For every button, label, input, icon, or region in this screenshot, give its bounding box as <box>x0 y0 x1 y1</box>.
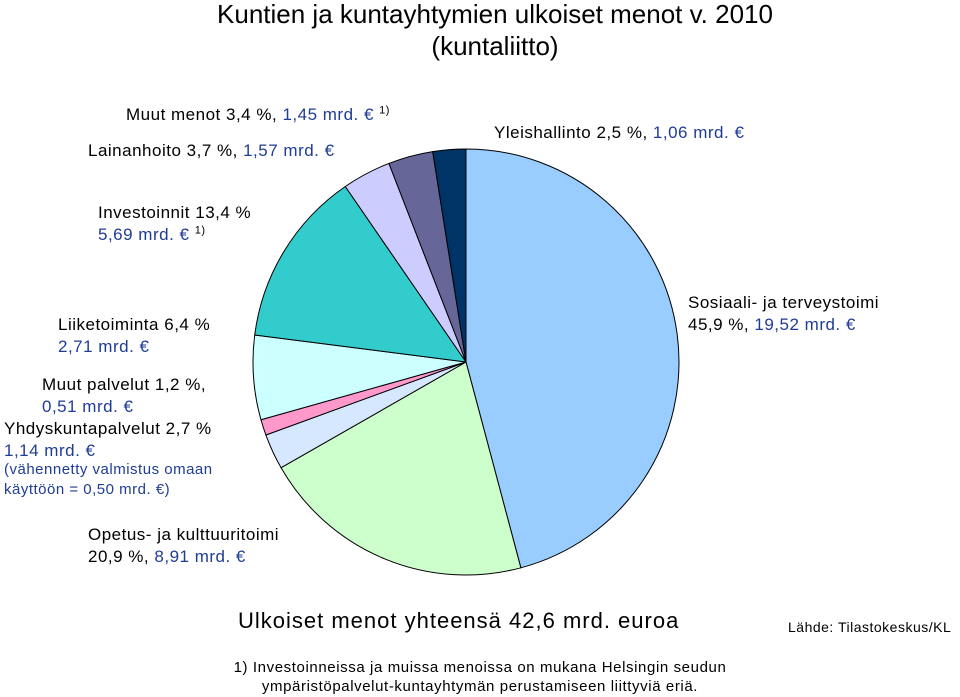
pie-slice-opetus-ja-kulttuuritoimi <box>280 361 522 576</box>
pie-slice-investoinnit <box>254 186 467 363</box>
label-amount: 5,69 mrd. € <box>98 225 190 244</box>
footnote-line-2: ympäristöpalvelut-kuntayhtymän perustami… <box>261 678 699 695</box>
label-name: Lainanhoito <box>88 141 182 160</box>
label-pct: 45,9 %, <box>688 315 750 334</box>
footnote-line-1: 1) Investoinneissa ja muissa menoissa on… <box>233 659 727 676</box>
label-amount: 8,91 mrd. € <box>154 547 246 566</box>
label-amount: 0,51 mrd. € <box>42 397 134 416</box>
footnote-mark: 1) <box>379 104 390 117</box>
pie-slice-sosiaali-ja-terveystoimi <box>465 148 680 569</box>
chart-title: Kuntien ja kuntayhtymien ulkoiset menot … <box>217 0 773 29</box>
label-pct: 20,9 %, <box>88 547 150 566</box>
label-amount: 2,71 mrd. € <box>58 337 150 356</box>
label-pct: 3,4 %, <box>226 105 278 124</box>
label-amount: 19,52 mrd. € <box>754 315 856 334</box>
chart-subtitle: (kuntaliitto) <box>431 31 559 61</box>
total-text: Ulkoiset menot yhteensä 42,6 mrd. euroa <box>238 608 680 633</box>
label-sosiaali-ja-terveystoimi: Sosiaali- ja terveystoimi 45,9 %, 19,52 … <box>688 292 879 336</box>
label-pct: 1,2 %, <box>154 375 207 394</box>
label-opetus-ja-kulttuuritoimi: Opetus- ja kulttuuritoimi 20,9 %, 8,91 m… <box>88 524 279 568</box>
label-yhdyskuntapalvelut: Yhdyskuntapalvelut 2,7 % 1,14 mrd. € <box>4 418 212 462</box>
label-name: Yhdyskuntapalvelut <box>4 419 161 438</box>
label-amount: 1,45 mrd. € <box>282 105 374 124</box>
source-text: Lähde: Tilastokeskus/KL <box>788 619 952 635</box>
label-muut-palvelut: Muut palvelut 1,2 %, 0,51 mrd. € <box>42 374 206 418</box>
label-pct: 2,7 % <box>165 419 212 438</box>
label-liiketoiminta: Liiketoiminta 6,4 % 2,71 mrd. € <box>58 314 210 358</box>
label-pct: 3,7 %, <box>186 141 238 160</box>
label-name: Opetus- ja kulttuuritoimi <box>88 525 280 544</box>
label-yhdyskuntapalvelut-note: (vähennetty valmistus omaan käyttöön = 0… <box>4 461 213 498</box>
label-pct: 6,4 % <box>164 315 211 334</box>
label-muut-menot: Muut menot 3,4 %, 1,45 mrd. € 1) <box>126 104 390 126</box>
label-investoinnit: Investoinnit 13,4 % 5,69 mrd. € 1) <box>98 202 251 246</box>
label-pct: 13,4 % <box>195 203 252 222</box>
label-amount: 1,14 mrd. € <box>4 441 96 460</box>
footnote-mark: 1) <box>194 224 206 237</box>
label-amount: 1,06 mrd. € <box>652 123 745 142</box>
label-name: Muut menot <box>126 105 221 124</box>
pie-slice-yleishallinto <box>432 148 467 363</box>
label-name: Yleishallinto <box>494 123 592 142</box>
label-name: Liiketoiminta <box>58 315 159 334</box>
label-name: Investoinnit <box>98 203 190 222</box>
label-name: Muut palvelut <box>42 375 150 394</box>
label-amount: 1,57 mrd. € <box>243 141 335 160</box>
label-yleishallinto: Yleishallinto 2,5 %, 1,06 mrd. € <box>494 122 744 144</box>
label-lainanhoito: Lainanhoito 3,7 %, 1,57 mrd. € <box>88 140 335 162</box>
label-pct: 2,5 %, <box>596 123 648 142</box>
label-name: Sosiaali- ja terveystoimi <box>688 293 880 312</box>
